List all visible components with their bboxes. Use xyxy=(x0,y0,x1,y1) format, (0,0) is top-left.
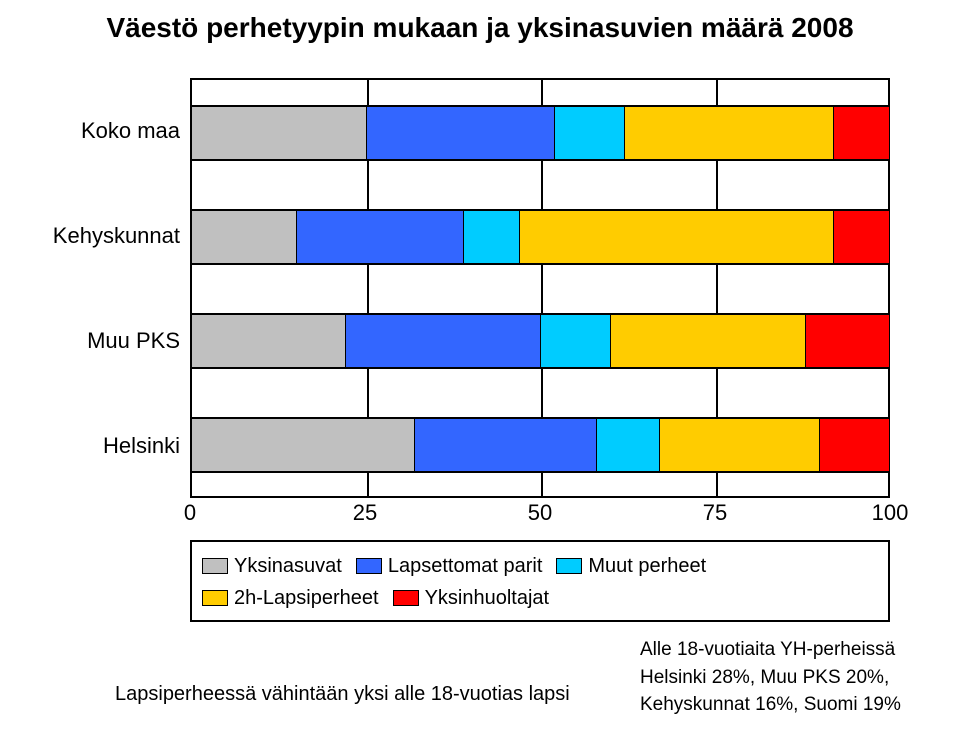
legend-label: 2h-Lapsiperheet xyxy=(234,587,379,609)
legend-item: Yksinasuvat xyxy=(202,550,342,582)
bar-segment xyxy=(192,107,367,159)
legend-swatch xyxy=(202,590,228,606)
legend-item: Yksinhuoltajat xyxy=(393,582,550,614)
bar-segment xyxy=(464,211,520,263)
legend-box: Yksinasuvat Lapsettomat parit Muut perheet… xyxy=(190,540,890,622)
legend-item: Muut perheet xyxy=(556,550,706,582)
bar-segment xyxy=(834,211,890,263)
x-tick: 100 xyxy=(872,500,909,526)
bar-segment xyxy=(625,107,834,159)
bar-segment xyxy=(555,107,625,159)
bar-segment xyxy=(520,211,834,263)
category-label: Kehyskunnat xyxy=(20,223,180,249)
legend-swatch xyxy=(202,558,228,574)
bar-segment xyxy=(192,419,415,471)
bar-segment xyxy=(367,107,555,159)
footnote-left: Lapsiperheessä vähintään yksi alle 18-vu… xyxy=(115,683,570,706)
bar-segment xyxy=(611,315,806,367)
legend-label: Yksinhuoltajat xyxy=(425,587,550,609)
bar-segment xyxy=(597,419,660,471)
category-label: Koko maa xyxy=(20,118,180,144)
legend-label: Muut perheet xyxy=(588,555,706,577)
bar-segment xyxy=(541,315,611,367)
bar-segment xyxy=(806,315,890,367)
bar-segment xyxy=(834,107,890,159)
bar-segment xyxy=(346,315,541,367)
legend-swatch xyxy=(556,558,582,574)
bar-segment xyxy=(660,419,821,471)
legend-item: 2h-Lapsiperheet xyxy=(202,582,379,614)
footnote-line: Alle 18-vuotiaita YH-perheissä xyxy=(640,636,901,664)
legend-swatch xyxy=(356,558,382,574)
bar-segment xyxy=(192,315,346,367)
bar-row xyxy=(192,417,890,473)
bar-segment xyxy=(415,419,596,471)
bar-segment xyxy=(192,211,297,263)
legend-item: Lapsettomat parit xyxy=(356,550,543,582)
chart-title: Väestö perhetyypin mukaan ja yksinasuvie… xyxy=(0,12,960,44)
legend-label: Lapsettomat parit xyxy=(388,555,543,577)
bar-segment xyxy=(297,211,465,263)
bar-row xyxy=(192,105,890,161)
footnote-line: Kehyskunnat 16%, Suomi 19% xyxy=(640,691,901,719)
x-tick: 50 xyxy=(528,500,552,526)
bar-row xyxy=(192,313,890,369)
footnote-right: Alle 18-vuotiaita YH-perheissäHelsinki 2… xyxy=(640,636,901,719)
category-label: Muu PKS xyxy=(20,328,180,354)
bar-row xyxy=(192,209,890,265)
bar-segment xyxy=(820,419,890,471)
footnote-line: Helsinki 28%, Muu PKS 20%, xyxy=(640,664,901,692)
x-tick: 25 xyxy=(353,500,377,526)
category-label: Helsinki xyxy=(20,433,180,459)
legend-label: Yksinasuvat xyxy=(234,555,342,577)
legend-swatch xyxy=(393,590,419,606)
chart-plot-area xyxy=(190,78,890,498)
x-tick: 75 xyxy=(703,500,727,526)
x-tick: 0 xyxy=(184,500,196,526)
